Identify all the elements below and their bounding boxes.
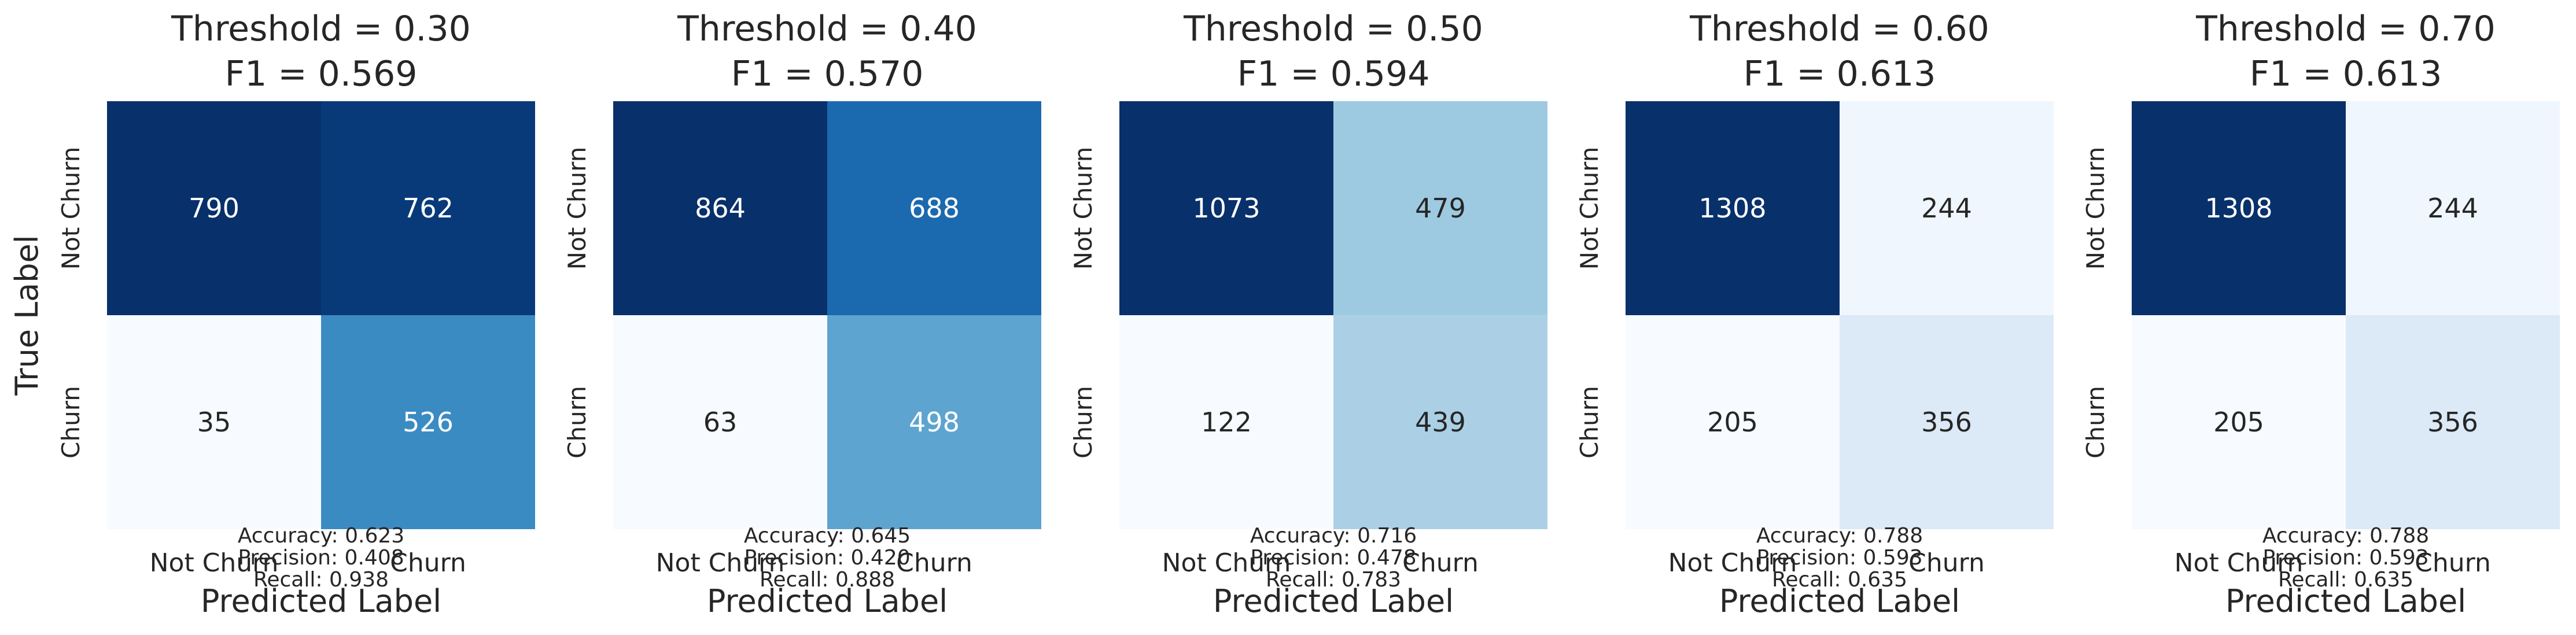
cell-value-label: 205 bbox=[2213, 407, 2264, 438]
cell-value-label: 205 bbox=[1707, 407, 1758, 438]
x-tick-label: Churn bbox=[1908, 548, 1985, 578]
metrics-annotation: Precision: 0.593 bbox=[1756, 546, 1922, 570]
metrics-annotation: Recall: 0.888 bbox=[760, 568, 895, 592]
heatmap-cell bbox=[613, 315, 827, 529]
y-tick-label: Not Churn bbox=[563, 147, 591, 270]
metrics-annotation: Accuracy: 0.623 bbox=[238, 524, 404, 548]
metrics-annotation: Accuracy: 0.716 bbox=[1250, 524, 1417, 548]
cell-value-label: 244 bbox=[1921, 193, 1972, 224]
heatmap-cell bbox=[107, 101, 321, 315]
y-tick-label: Churn bbox=[1575, 386, 1604, 459]
heatmap-cell bbox=[2132, 315, 2346, 529]
metrics-annotation: Recall: 0.635 bbox=[2278, 568, 2413, 592]
x-axis-label: Predicted Label bbox=[1719, 583, 1960, 619]
cell-value-label: 864 bbox=[695, 193, 746, 224]
heatmap-cell bbox=[827, 315, 1041, 529]
x-tick-label: Not Churn bbox=[2175, 548, 2304, 578]
y-tick-label: Churn bbox=[1069, 386, 1097, 459]
metrics-annotation: Precision: 0.593 bbox=[2262, 546, 2428, 570]
cell-value-label: 479 bbox=[1415, 193, 1466, 224]
x-axis-label: Predicted Label bbox=[707, 583, 948, 619]
y-tick-label: Churn bbox=[563, 386, 591, 459]
metrics-annotation: Recall: 0.635 bbox=[1772, 568, 1907, 592]
cell-value-label: 356 bbox=[2427, 407, 2478, 438]
heatmap-cell bbox=[2132, 101, 2346, 315]
cell-value-label: 35 bbox=[197, 407, 231, 438]
y-tick-label: Not Churn bbox=[2081, 147, 2110, 270]
panel-title: Threshold = 0.70 bbox=[2195, 9, 2496, 49]
x-tick-label: Churn bbox=[1402, 548, 1479, 578]
metrics-annotation: Recall: 0.938 bbox=[253, 568, 389, 592]
panel-title: Threshold = 0.50 bbox=[1183, 9, 1483, 49]
panel-subtitle: F1 = 0.569 bbox=[225, 54, 418, 94]
cell-value-label: 762 bbox=[403, 193, 454, 224]
metrics-annotation: Accuracy: 0.788 bbox=[1756, 524, 1923, 548]
cell-value-label: 1308 bbox=[2205, 193, 2272, 224]
heatmap-cell bbox=[1626, 101, 1840, 315]
panel-subtitle: F1 = 0.613 bbox=[2250, 54, 2442, 94]
y-tick-label: Not Churn bbox=[57, 147, 85, 270]
heatmap-cell bbox=[1626, 315, 1840, 529]
metrics-annotation: Precision: 0.478 bbox=[1250, 546, 1416, 570]
x-tick-label: Churn bbox=[896, 548, 972, 578]
y-tick-label: Not Churn bbox=[1069, 147, 1097, 270]
y-tick-label: Not Churn bbox=[1575, 147, 1604, 270]
cell-value-label: 439 bbox=[1415, 407, 1466, 438]
heatmap-cell bbox=[107, 315, 321, 529]
cell-value-label: 1308 bbox=[1698, 193, 1766, 224]
cell-value-label: 356 bbox=[1921, 407, 1972, 438]
cell-value-label: 498 bbox=[909, 407, 960, 438]
cell-value-label: 526 bbox=[403, 407, 454, 438]
metrics-annotation: Precision: 0.408 bbox=[238, 546, 404, 570]
x-tick-label: Churn bbox=[2415, 548, 2491, 578]
cell-value-label: 790 bbox=[189, 193, 239, 224]
x-tick-label: Not Churn bbox=[656, 548, 785, 578]
panel-title: Threshold = 0.60 bbox=[1689, 9, 1989, 49]
y-tick-label: Churn bbox=[2081, 386, 2110, 459]
y-tick-label: Churn bbox=[57, 386, 85, 459]
heatmap-cell bbox=[2346, 315, 2560, 529]
cell-value-label: 63 bbox=[703, 407, 738, 438]
heatmap-cell bbox=[1333, 101, 1547, 315]
metrics-annotation: Accuracy: 0.788 bbox=[2262, 524, 2429, 548]
heatmap-cell bbox=[1119, 315, 1333, 529]
heatmap-cell bbox=[2346, 101, 2560, 315]
panel-title: Threshold = 0.40 bbox=[677, 9, 977, 49]
x-axis-label: Predicted Label bbox=[2225, 583, 2466, 619]
metrics-annotation: Recall: 0.783 bbox=[1266, 568, 1401, 592]
heatmap-cell bbox=[1840, 101, 2054, 315]
x-axis-label: Predicted Label bbox=[201, 583, 441, 619]
heatmap-cell bbox=[827, 101, 1041, 315]
panel-subtitle: F1 = 0.570 bbox=[731, 54, 924, 94]
panel-subtitle: F1 = 0.613 bbox=[1744, 54, 1936, 94]
heatmap-cell bbox=[1333, 315, 1547, 529]
y-axis-label: True Label bbox=[9, 235, 45, 396]
x-tick-label: Not Churn bbox=[1162, 548, 1291, 578]
x-tick-label: Not Churn bbox=[150, 548, 279, 578]
cell-value-label: 122 bbox=[1201, 407, 1252, 438]
cell-value-label: 688 bbox=[909, 193, 960, 224]
heatmap-cell bbox=[321, 101, 535, 315]
heatmap-cell bbox=[1119, 101, 1333, 315]
panel-title: Threshold = 0.30 bbox=[171, 9, 471, 49]
x-axis-label: Predicted Label bbox=[1213, 583, 1454, 619]
panel-subtitle: F1 = 0.594 bbox=[1237, 54, 1430, 94]
heatmap-cell bbox=[1840, 315, 2054, 529]
cell-value-label: 244 bbox=[2427, 193, 2478, 224]
x-tick-label: Churn bbox=[390, 548, 466, 578]
x-tick-label: Not Churn bbox=[1668, 548, 1797, 578]
metrics-annotation: Precision: 0.420 bbox=[744, 546, 910, 570]
heatmap-cell bbox=[613, 101, 827, 315]
cell-value-label: 1073 bbox=[1192, 193, 1260, 224]
heatmap-cell bbox=[321, 315, 535, 529]
metrics-annotation: Accuracy: 0.645 bbox=[744, 524, 911, 548]
